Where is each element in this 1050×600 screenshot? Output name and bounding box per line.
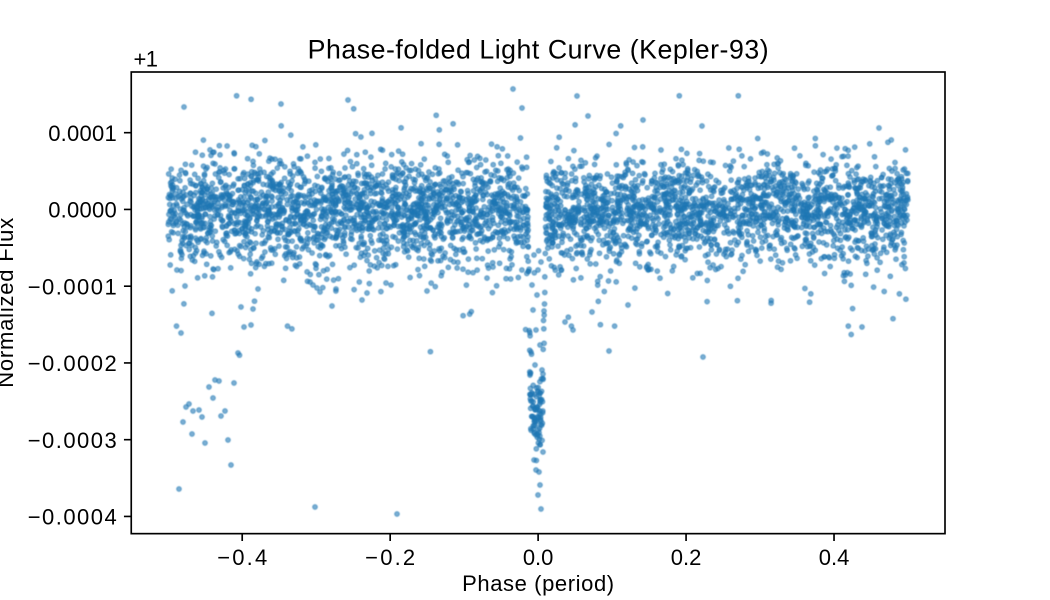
svg-text:Phase-folded Light Curve (Kepl: Phase-folded Light Curve (Kepler-93): [308, 34, 769, 64]
svg-text:−0.0002: −0.0002: [28, 351, 117, 376]
svg-text:−0.0004: −0.0004: [28, 505, 117, 530]
svg-text:0.4: 0.4: [819, 545, 850, 570]
svg-text:Phase (period): Phase (period): [462, 571, 614, 596]
svg-text:0.0: 0.0: [523, 545, 554, 570]
svg-text:0.0000: 0.0000: [48, 198, 117, 223]
svg-text:−0.4: −0.4: [217, 545, 267, 570]
svg-text:−0.0001: −0.0001: [28, 274, 117, 299]
svg-text:−0.0003: −0.0003: [28, 428, 117, 453]
svg-text:−0.2: −0.2: [365, 545, 415, 570]
svg-text:0.0001: 0.0001: [48, 121, 117, 146]
svg-text:+1: +1: [134, 47, 159, 72]
svg-text:Normalized Flux: Normalized Flux: [0, 218, 18, 388]
svg-text:0.2: 0.2: [671, 545, 702, 570]
